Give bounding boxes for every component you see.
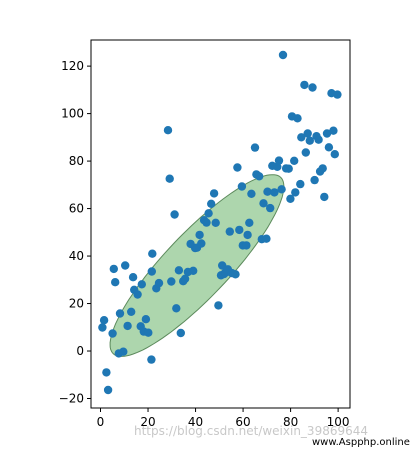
data-point — [308, 83, 317, 92]
data-point — [300, 80, 309, 90]
data-point — [209, 189, 219, 198]
data-point — [176, 328, 185, 338]
x-tick-label: 20 — [140, 415, 155, 429]
data-point — [310, 175, 319, 185]
x-tick-label: 40 — [188, 415, 203, 429]
data-point — [172, 304, 181, 313]
data-point — [284, 164, 293, 173]
plot-area: 0 20 40 60 80 100 −20 0 20 40 60 80 100 120 — [59, 39, 351, 429]
data-point — [108, 329, 117, 338]
y-tick-label: 60 — [69, 202, 84, 216]
data-point — [163, 126, 173, 135]
data-point — [235, 225, 244, 235]
data-point — [154, 278, 164, 288]
data-point — [167, 277, 176, 286]
data-point — [111, 278, 120, 287]
data-point — [291, 188, 300, 197]
data-point — [242, 241, 251, 250]
data-point — [333, 90, 342, 99]
data-point — [147, 267, 156, 276]
data-point — [133, 290, 142, 299]
data-point — [207, 199, 216, 208]
points-layer — [98, 50, 342, 395]
data-point — [119, 347, 128, 356]
data-point — [195, 230, 204, 240]
data-point — [98, 323, 107, 332]
data-point — [128, 273, 138, 282]
data-point — [123, 321, 132, 331]
data-point — [115, 309, 125, 318]
x-tick-label: 60 — [235, 415, 250, 429]
data-point — [225, 227, 234, 236]
data-point — [262, 234, 271, 243]
data-point — [233, 163, 242, 172]
data-point — [278, 50, 288, 60]
data-point — [102, 368, 111, 377]
data-point — [144, 328, 153, 337]
data-point — [121, 261, 130, 270]
data-point — [211, 218, 220, 227]
watermark-site: www.Aspphp.online — [312, 437, 410, 448]
data-point — [148, 249, 157, 258]
data-point — [290, 156, 299, 165]
data-point — [303, 129, 312, 138]
data-point — [305, 136, 314, 145]
y-tick-label: 40 — [69, 249, 84, 263]
data-point — [247, 189, 256, 198]
data-point — [263, 187, 272, 196]
data-point — [214, 301, 223, 310]
data-point — [259, 199, 268, 208]
data-point — [180, 274, 190, 283]
data-point — [147, 355, 156, 364]
data-point — [170, 210, 179, 219]
data-point — [243, 230, 252, 240]
data-point — [330, 150, 339, 159]
data-point — [314, 135, 323, 144]
x-tick-label: 80 — [283, 415, 298, 429]
data-point — [318, 164, 327, 173]
data-point — [137, 280, 146, 289]
y-tick-label: −20 — [59, 392, 84, 406]
data-point — [301, 148, 310, 157]
data-point — [255, 172, 264, 181]
data-point — [127, 307, 136, 316]
x-tick-label: 0 — [97, 415, 105, 429]
x-tick-label: 100 — [327, 415, 350, 429]
data-point — [266, 203, 275, 213]
data-point — [165, 174, 174, 183]
data-point — [274, 156, 284, 165]
data-point — [99, 316, 109, 325]
data-point — [189, 266, 198, 275]
data-point — [197, 239, 206, 248]
data-point — [103, 385, 113, 395]
data-point — [293, 114, 302, 123]
data-point — [109, 264, 119, 274]
data-point — [320, 192, 329, 202]
y-tick-label: 80 — [69, 154, 84, 168]
data-point — [296, 179, 305, 189]
y-tick-label: 20 — [69, 297, 84, 311]
data-point — [202, 218, 211, 227]
data-point — [270, 188, 279, 197]
data-point — [204, 209, 213, 218]
data-point — [277, 185, 286, 194]
data-point — [174, 266, 184, 275]
data-point — [231, 270, 240, 279]
y-tick-label: 0 — [76, 344, 84, 358]
data-point — [329, 126, 338, 135]
y-tick-label: 100 — [61, 107, 84, 121]
data-point — [245, 218, 254, 227]
y-axis: −20 0 20 40 60 80 100 120 — [59, 59, 91, 406]
data-point — [322, 129, 332, 138]
data-point — [250, 143, 260, 152]
data-point — [237, 182, 247, 191]
y-tick-label: 120 — [61, 59, 84, 73]
watermark-text: https://blog.csdn.net/weixin_39869644 — [134, 424, 369, 438]
data-point — [141, 315, 151, 324]
data-point — [324, 143, 334, 152]
data-point — [286, 194, 295, 203]
x-axis: 0 20 40 60 80 100 — [97, 408, 350, 429]
data-point — [297, 133, 306, 142]
